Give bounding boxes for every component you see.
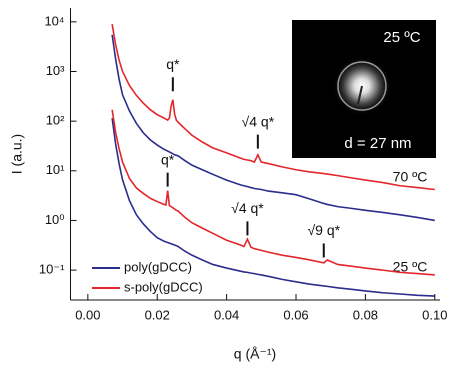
legend-label: s-poly(gDCC) bbox=[124, 279, 203, 294]
inset-temperature: 25 ºC bbox=[383, 29, 420, 46]
x-tick-label: 0.02 bbox=[145, 307, 170, 322]
x-axis-label: q (Å⁻¹) bbox=[234, 346, 276, 362]
y-tick-label: 10³ bbox=[46, 63, 65, 78]
annotation: √4 q* bbox=[231, 200, 264, 216]
y-tick-label: 10² bbox=[46, 113, 65, 128]
y-tick-label: 10⁴ bbox=[44, 13, 64, 28]
x-tick-label: 0.08 bbox=[353, 307, 378, 322]
x-tick-label: 0.00 bbox=[75, 307, 100, 322]
x-tick-label: 0.06 bbox=[283, 307, 308, 322]
inset-spacing: d = 27 nm bbox=[344, 135, 411, 152]
y-tick-label: 10⁻¹ bbox=[39, 262, 65, 277]
legend-label: poly(gDCC) bbox=[124, 259, 192, 274]
chart: 25 ºC d = 27 nm q (Å⁻¹) I (a.u.) 70 ºC 2… bbox=[0, 0, 452, 373]
y-tick-label: 10¹ bbox=[46, 162, 65, 177]
curve-label: 70 ºC bbox=[393, 169, 428, 185]
inset: 25 ºC d = 27 nm bbox=[292, 20, 436, 158]
annotation: q* bbox=[166, 56, 180, 72]
x-tick-label: 0.04 bbox=[214, 307, 239, 322]
annotation: √4 q* bbox=[242, 113, 275, 129]
annotation: √9 q* bbox=[307, 222, 340, 238]
y-tick-label: 10⁰ bbox=[45, 212, 65, 227]
x-tick-label: 0.10 bbox=[422, 307, 447, 322]
y-axis-label: I (a.u.) bbox=[9, 134, 25, 174]
annotation: q* bbox=[161, 151, 175, 167]
